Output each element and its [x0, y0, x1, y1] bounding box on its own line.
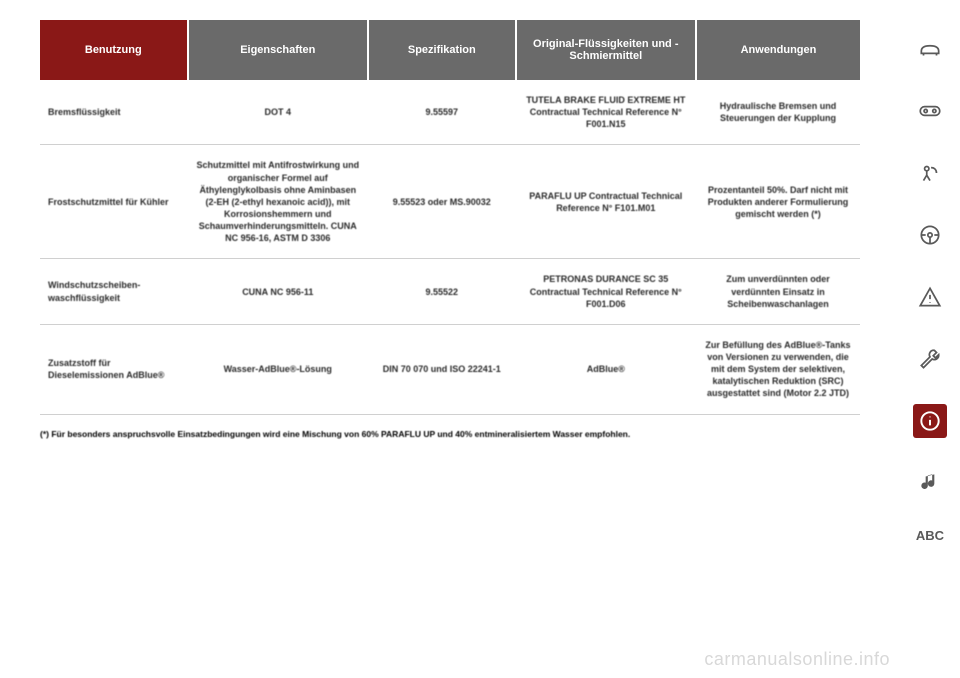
cell-props: DOT 4 [188, 80, 368, 145]
header-benutzung: Benutzung [40, 20, 188, 80]
cell-spec: 9.55597 [368, 80, 516, 145]
cell-props: CUNA NC 956-11 [188, 259, 368, 324]
header-anwendungen: Anwendungen [696, 20, 860, 80]
sidebar-nav: ABC [900, 0, 960, 678]
cell-app: Hydraulische Bremsen und Steuerungen der… [696, 80, 860, 145]
cell-props: Wasser-AdBlue®-Lösung [188, 324, 368, 414]
cell-original: TUTELA BRAKE FLUID EXTREME HT Contractua… [516, 80, 696, 145]
cell-usage: Windschutzscheiben-waschflüssigkeit [40, 259, 188, 324]
cell-app: Prozentanteil 50%. Darf nicht mit Produk… [696, 145, 860, 259]
table-row: Frostschutzmittel für Kühler Schutzmitte… [40, 145, 860, 259]
watermark-text: carmanualsonline.info [704, 649, 890, 670]
cell-spec: 9.55522 [368, 259, 516, 324]
nav-steering-icon[interactable] [913, 218, 947, 252]
nav-warning-icon[interactable] [913, 280, 947, 314]
fluids-table: Benutzung Eigenschaften Spezifikation Or… [40, 20, 860, 415]
nav-airbag-icon[interactable] [913, 156, 947, 190]
cell-original: PARAFLU UP Contractual Technical Referen… [516, 145, 696, 259]
cell-app: Zum unverdünnten oder verdünnten Einsatz… [696, 259, 860, 324]
footnote-text: (*) Für besonders anspruchsvolle Einsatz… [40, 415, 860, 439]
table-row: Zusatzstoff für Dieselemissionen AdBlue®… [40, 324, 860, 414]
nav-car-icon[interactable] [913, 32, 947, 66]
cell-spec: DIN 70 070 und ISO 22241-1 [368, 324, 516, 414]
cell-original: PETRONAS DURANCE SC 35 Contractual Techn… [516, 259, 696, 324]
header-spezifikation: Spezifikation [368, 20, 516, 80]
header-original: Original-Flüssigkeiten und -Schmiermitte… [516, 20, 696, 80]
nav-index-label[interactable]: ABC [916, 528, 944, 543]
table-header-row: Benutzung Eigenschaften Spezifikation Or… [40, 20, 860, 80]
cell-spec: 9.55523 oder MS.90032 [368, 145, 516, 259]
cell-props: Schutzmittel mit Antifrostwirkung und or… [188, 145, 368, 259]
cell-app: Zur Befüllung des AdBlue®-Tanks von Vers… [696, 324, 860, 414]
table-row: Bremsflüssigkeit DOT 4 9.55597 TUTELA BR… [40, 80, 860, 145]
nav-dashboard-icon[interactable] [913, 94, 947, 128]
cell-usage: Frostschutzmittel für Kühler [40, 145, 188, 259]
page-content: Benutzung Eigenschaften Spezifikation Or… [40, 20, 860, 439]
cell-original: AdBlue® [516, 324, 696, 414]
nav-music-icon[interactable] [913, 466, 947, 500]
nav-wrench-icon[interactable] [913, 342, 947, 376]
nav-info-icon[interactable] [913, 404, 947, 438]
cell-usage: Bremsflüssigkeit [40, 80, 188, 145]
header-eigenschaften: Eigenschaften [188, 20, 368, 80]
table-row: Windschutzscheiben-waschflüssigkeit CUNA… [40, 259, 860, 324]
cell-usage: Zusatzstoff für Dieselemissionen AdBlue® [40, 324, 188, 414]
